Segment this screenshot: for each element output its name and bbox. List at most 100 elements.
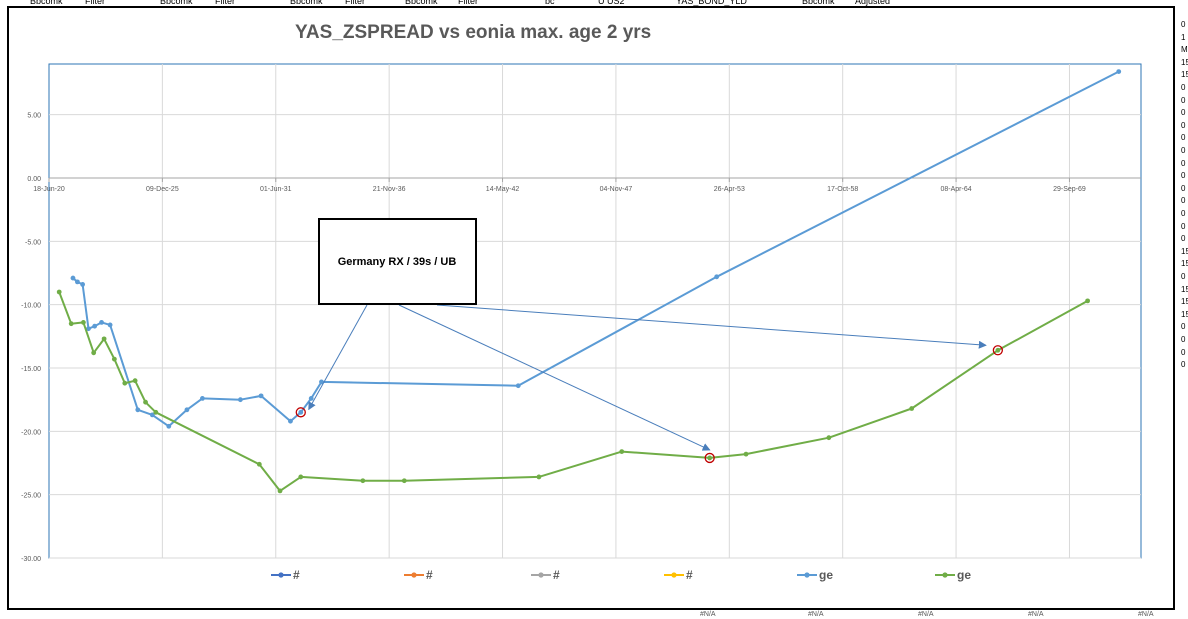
legend-entry[interactable]: ge [797, 568, 833, 582]
legend-entry[interactable]: # [531, 568, 560, 582]
data-point[interactable] [995, 347, 1001, 353]
sheet-header-cell[interactable]: Filter [215, 0, 235, 6]
data-point[interactable] [99, 320, 104, 325]
data-point[interactable] [256, 461, 262, 467]
sheet-right-cell[interactable]: 0 [1181, 183, 1186, 193]
sheet-right-cell[interactable]: 0 [1181, 146, 1186, 155]
sheet-header-cell[interactable]: Bbcomk [405, 0, 438, 6]
data-point[interactable] [619, 449, 625, 454]
sheet-header-cell[interactable]: Filter [458, 0, 478, 6]
chart-frame[interactable]: YAS_ZSPREAD vs eonia max. age 2 yrs 5.00… [7, 6, 1175, 610]
data-point[interactable] [122, 380, 128, 386]
data-point[interactable] [298, 474, 304, 480]
sheet-right-cell[interactable]: 0 [1181, 95, 1186, 105]
data-point[interactable] [200, 396, 205, 401]
sheet-bottom-cell[interactable]: #N/A [808, 611, 824, 618]
sheet-header-cell[interactable]: Filter [345, 0, 365, 6]
sheet-header-cell[interactable]: U US2 [598, 0, 625, 6]
data-point[interactable] [80, 282, 86, 287]
sheet-header-cell[interactable]: bc [545, 0, 555, 6]
sheet-right-cell[interactable]: 0 [1181, 272, 1186, 281]
sheet-bottom-cell[interactable]: #N/A [918, 611, 934, 618]
data-point[interactable] [1116, 69, 1122, 74]
sheet-right-cell[interactable]: 0 [1181, 335, 1186, 344]
series-line[interactable] [58, 291, 1089, 492]
sheet-bottom-cell[interactable]: #N/A [700, 611, 716, 618]
data-point[interactable] [92, 323, 98, 329]
legend-entry[interactable]: # [664, 568, 693, 582]
data-point[interactable] [714, 274, 720, 280]
data-point[interactable] [101, 336, 107, 342]
data-point[interactable] [277, 488, 283, 494]
data-point[interactable] [319, 379, 324, 385]
data-point[interactable] [132, 378, 138, 384]
data-point[interactable] [237, 397, 243, 403]
sheet-right-cell[interactable]: 0 [1181, 209, 1186, 218]
data-point[interactable] [107, 322, 113, 328]
sheet-right-cell[interactable]: 0 [1181, 171, 1186, 181]
data-point[interactable] [308, 396, 314, 401]
sheet-right-cell[interactable]: 1 [1181, 32, 1186, 42]
sheet-bottom-cell[interactable]: #N/A [1028, 611, 1044, 618]
sheet-right-cell[interactable]: 0 [1181, 221, 1186, 231]
data-point[interactable] [743, 451, 749, 457]
data-point[interactable] [143, 399, 148, 405]
sheet-right-cell[interactable]: 15 [1181, 297, 1188, 307]
data-point[interactable] [70, 275, 76, 281]
sheet-right-cell[interactable]: 15 [1181, 259, 1188, 269]
sheet-right-cell[interactable]: 15 [1181, 309, 1188, 319]
sheet-header-cell[interactable]: Bbcomk [30, 0, 63, 6]
data-point[interactable] [401, 478, 407, 484]
legend-entry[interactable]: # [404, 568, 433, 582]
sheet-right-cell[interactable]: 0 [1181, 158, 1186, 168]
sheet-right-cell[interactable]: 0 [1181, 20, 1186, 29]
sheet-right-cell[interactable]: 0 [1181, 360, 1186, 370]
data-point[interactable] [153, 409, 159, 415]
data-point[interactable] [135, 407, 141, 413]
data-point[interactable] [75, 279, 80, 285]
sheet-header-cell[interactable]: Adjusted [855, 0, 891, 6]
data-point[interactable] [298, 409, 304, 415]
data-point[interactable] [149, 412, 155, 418]
data-point[interactable] [258, 393, 264, 399]
data-point[interactable] [68, 321, 74, 327]
data-point[interactable] [826, 435, 832, 441]
legend-entry[interactable]: ge [935, 568, 971, 582]
sheet-right-cell[interactable]: 0 [1181, 83, 1186, 92]
sheet-right-cell[interactable]: M [1181, 45, 1188, 55]
data-point[interactable] [86, 326, 91, 332]
sheet-header-cell[interactable]: Bbcomk [802, 0, 835, 6]
data-point[interactable] [184, 407, 190, 413]
data-point[interactable] [91, 350, 97, 356]
data-point[interactable] [56, 289, 62, 295]
data-point[interactable] [515, 383, 521, 389]
data-point[interactable] [166, 423, 172, 429]
sheet-right-cell[interactable]: 0 [1181, 234, 1186, 244]
legend-entry[interactable]: # [271, 568, 300, 582]
sheet-header-cell[interactable]: Bbcomk [290, 0, 323, 6]
sheet-bottom-cell[interactable]: #N/A [1138, 611, 1154, 618]
data-point[interactable] [1085, 298, 1090, 304]
sheet-right-cell[interactable]: 0 [1181, 347, 1186, 357]
sheet-right-cell[interactable]: 0 [1181, 108, 1186, 118]
series-line[interactable] [72, 70, 1120, 428]
series-1[interactable] [56, 289, 1090, 494]
sheet-header-cell[interactable]: YAS_BOND_YLD [676, 0, 747, 6]
sheet-right-cell[interactable]: 0 [1181, 133, 1186, 143]
data-point[interactable] [111, 356, 117, 362]
sheet-right-cell[interactable]: 0 [1181, 322, 1186, 332]
sheet-right-cell[interactable]: 15 [1181, 70, 1188, 80]
sheet-header-cell[interactable]: Bbcomk [160, 0, 193, 6]
sheet-right-cell[interactable]: 15 [1181, 246, 1188, 256]
data-point[interactable] [288, 418, 293, 424]
data-point[interactable] [360, 478, 366, 484]
sheet-header-cell[interactable]: Filter [85, 0, 105, 6]
series-0[interactable] [70, 69, 1122, 429]
sheet-right-cell[interactable]: 15 [1181, 57, 1188, 67]
data-point[interactable] [707, 455, 713, 461]
sheet-right-cell[interactable]: 0 [1181, 120, 1186, 130]
data-point[interactable] [909, 406, 915, 411]
data-point[interactable] [81, 320, 86, 325]
sheet-right-cell[interactable]: 0 [1181, 196, 1186, 206]
callout-box[interactable] [318, 218, 477, 305]
